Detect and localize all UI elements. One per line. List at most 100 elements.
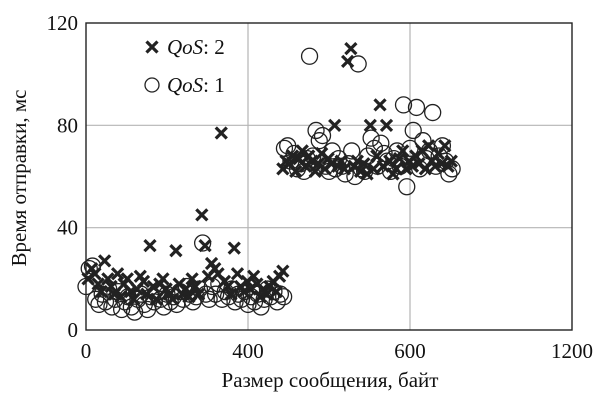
data-point-circle	[262, 288, 280, 306]
data-point-circle	[404, 121, 422, 140]
data-point-circle	[343, 142, 361, 160]
data-point-circle	[291, 155, 310, 173]
data-point-cross	[373, 98, 387, 112]
data-point-cross	[276, 264, 290, 278]
data-point-circle	[414, 132, 432, 150]
data-point-circle	[300, 47, 319, 65]
data-point-cross	[438, 139, 452, 153]
data-point-circle	[336, 165, 354, 183]
data-point-circle	[362, 129, 380, 147]
data-point-cross	[120, 272, 134, 286]
y-tick-label: 40	[57, 216, 78, 240]
data-point-circle	[232, 290, 251, 308]
data-point-circle	[245, 293, 264, 311]
y-tick-label: 0	[68, 318, 79, 342]
data-point-circle	[407, 98, 426, 117]
data-point-circle	[372, 134, 390, 152]
data-point-cross	[156, 272, 170, 286]
data-point-circle	[223, 280, 241, 298]
data-point-cross	[379, 118, 394, 132]
data-point-cross	[136, 274, 151, 289]
data-point-circle	[116, 293, 134, 311]
x-tick-label: 400	[232, 339, 264, 363]
data-point-circle	[171, 282, 189, 301]
data-point-circle	[219, 288, 238, 306]
data-point-circle	[295, 162, 313, 181]
data-point-cross	[110, 267, 125, 281]
data-point-circle	[151, 290, 170, 308]
data-point-circle	[77, 277, 95, 296]
data-point-circle	[100, 280, 118, 298]
legend: QoS: 2 QoS: 1	[144, 35, 225, 97]
data-point-cross	[344, 41, 358, 56]
data-point-circle	[440, 165, 458, 183]
data-point-cross	[198, 238, 212, 253]
data-point-circle	[109, 282, 128, 301]
data-point-circle	[424, 103, 442, 122]
data-point-cross	[195, 208, 209, 222]
data-points	[77, 41, 461, 321]
data-point-circle	[271, 285, 290, 303]
data-point-circle	[103, 298, 121, 316]
data-point-circle	[398, 178, 416, 196]
data-point-circle	[420, 142, 439, 160]
data-point-circle	[365, 139, 384, 158]
y-axis-title: Время отправки, мс	[7, 90, 31, 267]
data-point-circle	[187, 288, 205, 306]
data-point-circle	[268, 293, 286, 311]
data-point-circle	[177, 277, 196, 296]
legend-marker-circle	[144, 77, 160, 93]
data-point-circle	[375, 144, 393, 163]
plot-frame	[85, 22, 573, 331]
axis-ticks: 0 400 600 1200 0 40 80 120	[47, 11, 594, 363]
data-point-circle	[83, 257, 102, 275]
data-point-cross	[104, 279, 118, 294]
data-point-circle	[119, 288, 137, 306]
data-point-circle	[174, 290, 192, 308]
data-point-circle	[87, 290, 105, 308]
data-point-circle	[148, 282, 166, 301]
y-tick-label: 120	[47, 11, 79, 35]
data-point-circle	[206, 285, 225, 303]
data-point-circle	[200, 290, 218, 308]
data-point-circle	[394, 96, 413, 114]
data-point-circle	[310, 132, 328, 150]
data-point-cross	[214, 126, 228, 140]
data-point-circle	[349, 55, 367, 73]
data-point-circle	[391, 157, 409, 175]
data-point-circle	[313, 126, 332, 145]
legend-label: QoS: 2	[167, 35, 225, 59]
data-point-cross	[227, 241, 241, 255]
data-point-circle	[330, 149, 348, 168]
data-point-cross	[191, 287, 206, 301]
x-tick-label: 1200	[551, 339, 593, 363]
data-point-circle	[96, 293, 115, 311]
plot-border	[85, 22, 573, 331]
data-point-circle	[401, 139, 419, 158]
legend-label: QoS: 1	[167, 73, 225, 97]
data-point-circle	[106, 290, 124, 308]
data-point-cross	[169, 244, 183, 258]
data-point-circle	[307, 121, 325, 140]
data-point-circle	[443, 160, 461, 178]
data-point-cross	[340, 54, 355, 69]
data-point-circle	[430, 147, 448, 165]
data-point-circle	[190, 280, 209, 298]
data-point-circle	[236, 282, 254, 301]
x-tick-label: 600	[394, 339, 426, 363]
data-point-circle	[381, 162, 400, 181]
data-point-cross	[363, 118, 377, 132]
data-point-cross	[143, 238, 157, 253]
legend-marker-cross	[145, 40, 159, 54]
data-point-cross	[247, 269, 261, 283]
data-point-circle	[193, 234, 212, 252]
y-tick-label: 80	[57, 113, 78, 137]
x-tick-label: 0	[81, 339, 92, 363]
data-point-cross	[328, 118, 342, 132]
data-point-circle	[274, 288, 293, 306]
data-point-circle	[304, 147, 322, 165]
x-axis-title: Размер сообщения, байт	[222, 368, 439, 392]
data-point-circle	[155, 298, 173, 316]
